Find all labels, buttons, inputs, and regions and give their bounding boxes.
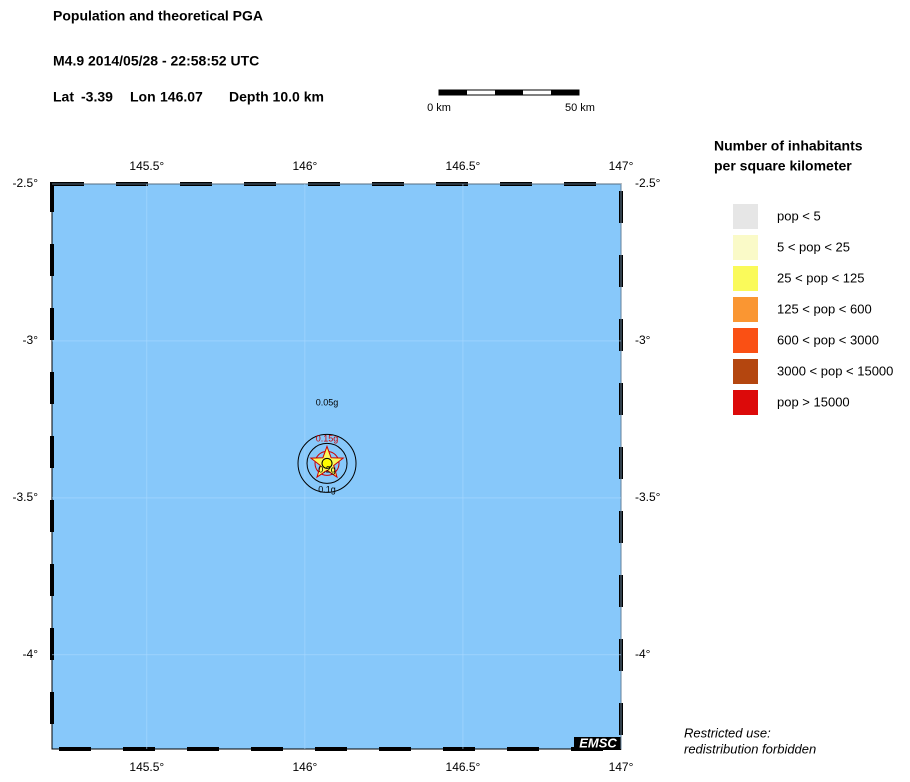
- pga-label: 0.1g: [318, 485, 336, 495]
- legend-title: per square kilometer: [714, 158, 852, 174]
- lon-label: 145.5°: [129, 760, 164, 774]
- legend-swatch: [733, 297, 758, 322]
- legend-swatch: [733, 390, 758, 415]
- lat-label: -3°: [635, 333, 651, 347]
- depth: Depth 10.0 km: [229, 89, 324, 105]
- pga-label: 0.05g: [316, 398, 339, 408]
- lat-label: -2.5°: [13, 176, 39, 190]
- legend-swatch: [733, 204, 758, 229]
- lon-label: Lon: [130, 89, 156, 105]
- lat-label: -4°: [635, 647, 651, 661]
- pga-contour: [306, 442, 348, 484]
- epicenter: [321, 457, 333, 469]
- scale-seg: [495, 90, 523, 95]
- footer: redistribution forbidden: [684, 741, 816, 756]
- legend-label: pop < 5: [777, 208, 821, 223]
- scale-bar: [438, 89, 580, 96]
- legend-label: 5 < pop < 25: [777, 239, 850, 254]
- lat-label: -3.5°: [13, 490, 39, 504]
- title: Population and theoretical PGA: [53, 8, 263, 24]
- legend-label: 25 < pop < 125: [777, 270, 864, 285]
- legend-swatch: [733, 328, 758, 353]
- scale-end: 50 km: [565, 102, 595, 114]
- legend-label: 600 < pop < 3000: [777, 332, 879, 347]
- lat-label: -3.5°: [635, 490, 661, 504]
- pga-label: 0.15g: [316, 434, 339, 444]
- legend-swatch: [733, 235, 758, 260]
- pga-label: 0.2g: [318, 465, 336, 475]
- legend-label: pop > 15000: [777, 394, 850, 409]
- pga-contour: [297, 433, 357, 493]
- lon-label: 147°: [609, 159, 634, 173]
- lon-label: 146°: [292, 760, 317, 774]
- logo-bg: [574, 737, 621, 750]
- lat-label: -4°: [23, 647, 39, 661]
- lon-value: 146.07: [160, 89, 203, 105]
- event-info: M4.9 2014/05/28 - 22:58:52 UTC: [53, 53, 259, 69]
- legend-swatch: [733, 266, 758, 291]
- lon-label: 146°: [292, 159, 317, 173]
- legend-swatch: [733, 359, 758, 384]
- sea: [52, 184, 621, 749]
- scale-start: 0 km: [427, 102, 451, 114]
- lat-label: -3°: [23, 333, 39, 347]
- logo: EMSC: [579, 735, 617, 750]
- legend-title: Number of inhabitants: [714, 138, 863, 154]
- lat-label: -2.5°: [635, 176, 661, 190]
- legend-label: 3000 < pop < 15000: [777, 363, 893, 378]
- lon-label: 145.5°: [129, 159, 164, 173]
- lon-label: 147°: [609, 760, 634, 774]
- footer: Restricted use:: [684, 725, 771, 740]
- lat-label: Lat: [53, 89, 74, 105]
- lon-label: 146.5°: [446, 159, 481, 173]
- scale-seg: [551, 90, 579, 95]
- lon-label: 146.5°: [446, 760, 481, 774]
- scale-seg: [439, 90, 467, 95]
- lat-value: -3.39: [81, 89, 113, 105]
- legend-label: 125 < pop < 600: [777, 301, 872, 316]
